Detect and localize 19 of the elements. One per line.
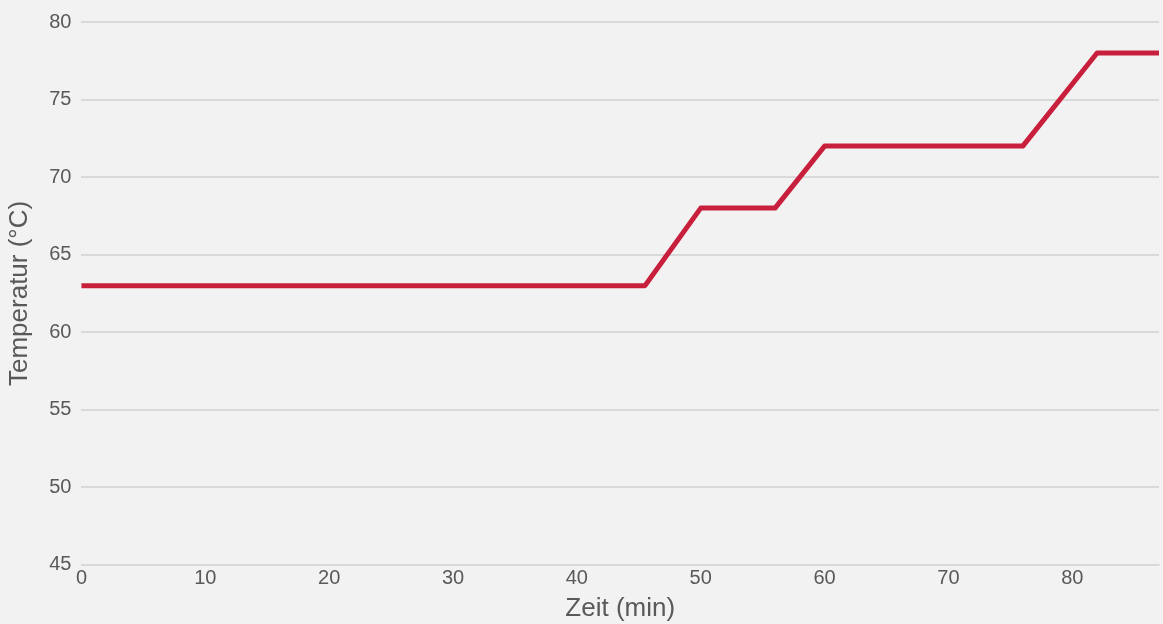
y-tick-label: 55 xyxy=(49,397,72,420)
y-axis-title: Temperatur (°C) xyxy=(2,200,33,387)
y-tick-label: 45 xyxy=(49,552,72,575)
x-tick-label: 40 xyxy=(565,566,588,589)
x-tick-label: 50 xyxy=(689,566,712,589)
x-axis-title: Zeit (min) xyxy=(565,591,676,622)
x-tick-label: 10 xyxy=(194,566,217,589)
y-tick-label: 70 xyxy=(49,164,72,187)
y-tick-label: 75 xyxy=(49,87,72,110)
y-tick-label: 65 xyxy=(49,242,72,265)
x-tick-label: 0 xyxy=(75,566,88,589)
x-tick-label: 30 xyxy=(441,566,465,589)
y-tick-label: 60 xyxy=(49,319,72,342)
x-tick-label: 20 xyxy=(318,566,341,589)
y-tick-label: 50 xyxy=(49,474,72,497)
x-tick-label: 60 xyxy=(813,566,836,589)
x-tick-label: 70 xyxy=(937,566,960,589)
x-tick-label: 80 xyxy=(1061,566,1084,589)
y-tick-label: 80 xyxy=(49,9,72,32)
